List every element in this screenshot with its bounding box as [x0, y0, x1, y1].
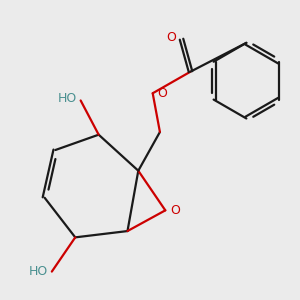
Text: HO: HO: [29, 265, 48, 278]
Text: HO: HO: [58, 92, 77, 105]
Text: O: O: [171, 204, 181, 217]
Text: O: O: [166, 31, 176, 44]
Text: O: O: [157, 87, 167, 100]
